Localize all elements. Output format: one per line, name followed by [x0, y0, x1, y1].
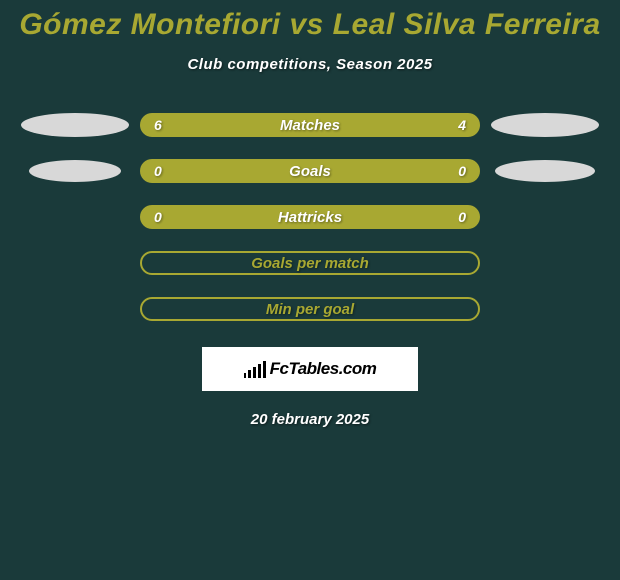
stat-row-goals: 0 Goals 0 — [0, 159, 620, 183]
left-ellipse-slot — [10, 113, 140, 137]
stat-label: Min per goal — [266, 301, 354, 318]
stat-bar-empty: Min per goal — [140, 297, 480, 321]
stat-bar: 0 Goals 0 — [140, 159, 480, 183]
stat-left-value: 0 — [154, 163, 162, 179]
stat-bar: 0 Hattricks 0 — [140, 205, 480, 229]
stat-right-value: 0 — [458, 163, 466, 179]
comparison-card: Gómez Montefiori vs Leal Silva Ferreira … — [0, 0, 620, 428]
stat-row-min-per-goal: Min per goal — [0, 297, 620, 321]
stat-left-value: 0 — [154, 209, 162, 225]
stat-bar: 6 Matches 4 — [140, 113, 480, 137]
stat-label: Matches — [142, 117, 478, 134]
player1-avatar-placeholder — [29, 160, 121, 182]
stat-row-hattricks: 0 Hattricks 0 — [0, 205, 620, 229]
date-label: 20 february 2025 — [251, 411, 369, 428]
stat-rows: 6 Matches 4 0 Goals 0 0 — [0, 113, 620, 321]
player2-avatar-placeholder — [491, 113, 599, 137]
page-title: Gómez Montefiori vs Leal Silva Ferreira — [19, 8, 600, 42]
stat-bar-empty: Goals per match — [140, 251, 480, 275]
stat-label: Goals — [142, 163, 478, 180]
player1-avatar-placeholder — [21, 113, 129, 137]
brand-logo[interactable]: FcTables.com — [202, 347, 418, 391]
right-ellipse-slot — [480, 160, 610, 182]
brand-text: FcTables.com — [270, 359, 377, 379]
stat-right-value: 4 — [458, 117, 466, 133]
left-ellipse-slot — [10, 160, 140, 182]
stat-label: Hattricks — [142, 209, 478, 226]
stat-row-goals-per-match: Goals per match — [0, 251, 620, 275]
player2-avatar-placeholder — [495, 160, 595, 182]
right-ellipse-slot — [480, 113, 610, 137]
stat-label: Goals per match — [251, 255, 369, 272]
stat-left-value: 6 — [154, 117, 162, 133]
stat-row-matches: 6 Matches 4 — [0, 113, 620, 137]
chart-icon — [244, 360, 266, 378]
stat-right-value: 0 — [458, 209, 466, 225]
subtitle: Club competitions, Season 2025 — [187, 56, 432, 73]
